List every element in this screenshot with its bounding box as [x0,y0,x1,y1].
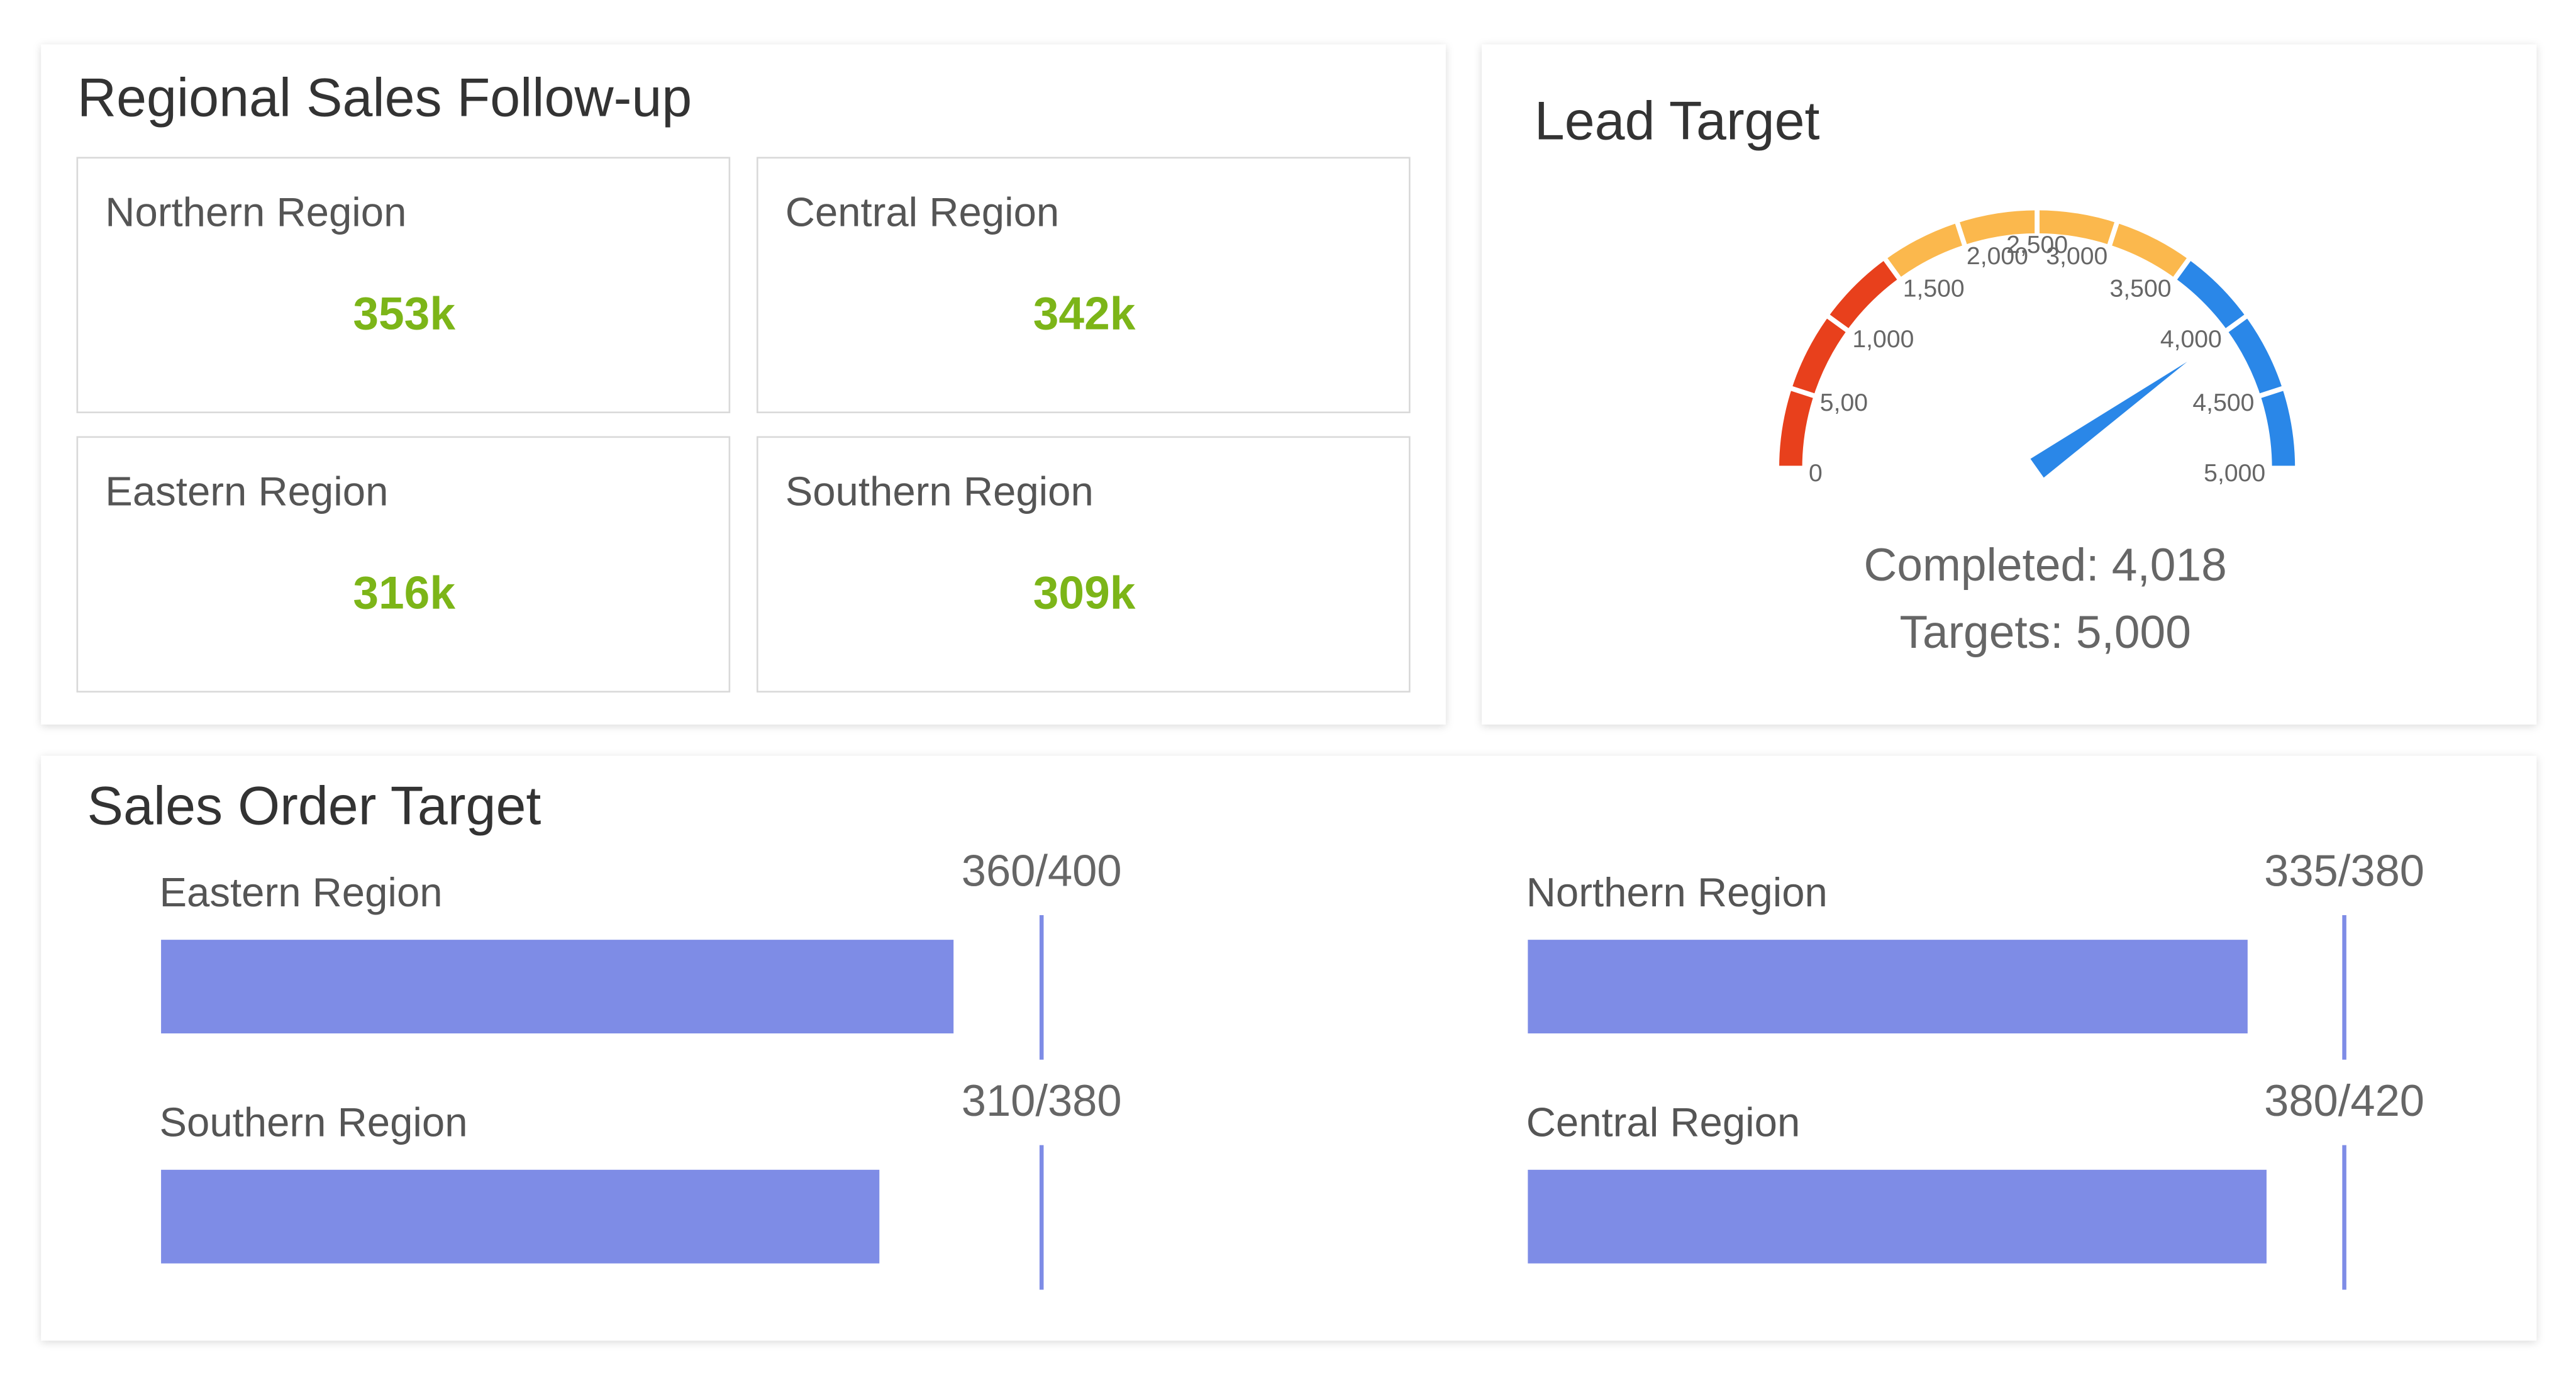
value-label: 380/420 [2264,1076,2424,1125]
region-name: Northern Region [1526,869,1828,915]
tick-label: 2,500 [2006,231,2068,259]
bar [161,940,954,1034]
region-box [76,157,731,413]
region-box [756,157,1411,413]
tick-mark [2257,385,2287,399]
region-value: 316k [353,568,455,619]
value-label: 360/400 [962,845,1122,895]
tick-mark [1824,313,1852,335]
gauge-band [1779,259,1899,469]
tick-label: 5,000 [2204,460,2265,487]
tick-label: 0 [1809,460,1823,487]
lead-card [1482,44,2537,725]
tick-mark [1881,255,1903,282]
region-box [756,436,1411,692]
card-title: Lead Target [1535,91,1820,151]
tick-label: 5,00 [1820,389,1868,416]
tick-mark [2106,219,2121,249]
card-title: Regional Sales Follow-up [77,68,692,128]
bar [1528,1169,2267,1264]
tick-label: 4,500 [2192,389,2254,416]
completed-label: Completed: 4,018 [1864,540,2227,591]
value-label: 310/380 [962,1076,1122,1125]
region-name: Eastern Region [105,468,388,514]
bullets: Eastern Region 360/400 Northern Region 335/… [159,845,2424,1290]
region-grid: Northern Region 353k Central Region 342k Eas… [76,157,1411,692]
region-name: Central Region [1526,1099,1801,1145]
tick-mark [2171,255,2193,282]
tick-label: 4,000 [2160,326,2222,353]
tick-label: 1,500 [1903,275,1965,303]
value-label: 335/380 [2264,845,2424,895]
tick-label: 3,500 [2110,275,2172,303]
tick-mark [1954,219,1968,249]
tick-label: 2,000 [1967,243,2028,270]
card-title: Sales Order Target [87,776,541,837]
tick-mark [2223,313,2250,335]
region-name: Southern Region [159,1099,467,1145]
needle [2030,362,2187,478]
region-name: Central Region [786,189,1060,235]
tick-mark [1787,385,1818,399]
target-label: Targets: 5,000 [1899,607,2190,658]
bar [1528,940,2248,1034]
region-value: 353k [353,288,455,339]
region-value: 342k [1033,288,1136,339]
bar [161,1169,880,1264]
tick-label: 3,000 [2046,243,2107,270]
region-name: Southern Region [786,468,1094,514]
region-box [76,436,731,692]
region-name: Eastern Region [159,869,442,915]
tick-label: 1,000 [1852,326,1914,353]
gauge-band [2175,259,2296,469]
region-value: 309k [1033,568,1136,619]
region-name: Northern Region [105,189,406,235]
